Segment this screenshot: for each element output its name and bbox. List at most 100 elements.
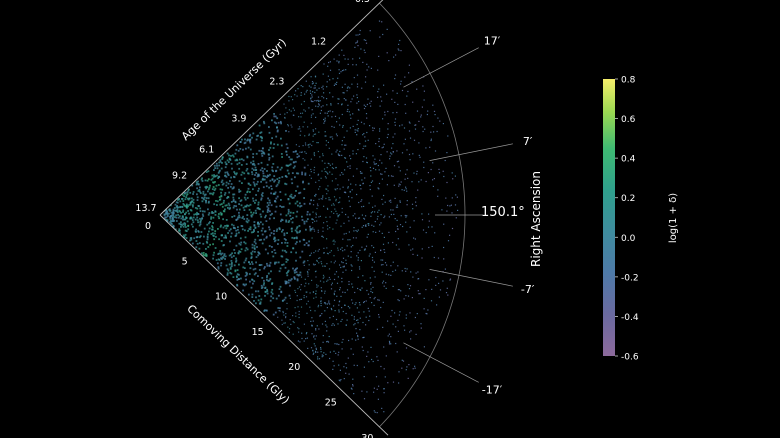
- density-point: [287, 210, 290, 213]
- density-point: [388, 274, 390, 276]
- density-point: [274, 191, 277, 194]
- density-point: [358, 217, 361, 219]
- density-point: [340, 266, 342, 269]
- density-point: [275, 230, 278, 232]
- density-point: [315, 193, 317, 195]
- density-point: [335, 200, 337, 202]
- density-point: [205, 240, 208, 243]
- density-point: [356, 97, 358, 99]
- density-point: [358, 302, 361, 304]
- density-point: [330, 104, 332, 106]
- density-point: [346, 87, 349, 89]
- density-point: [285, 130, 287, 132]
- density-point: [295, 90, 297, 92]
- density-point: [272, 147, 275, 149]
- density-point: [356, 83, 359, 85]
- density-point: [298, 286, 301, 288]
- density-point: [202, 253, 205, 256]
- density-point: [243, 267, 246, 269]
- density-point: [327, 141, 329, 143]
- density-point: [334, 260, 336, 262]
- density-point: [215, 200, 217, 202]
- density-point: [319, 257, 321, 259]
- density-point: [401, 124, 403, 126]
- density-point: [400, 50, 402, 52]
- density-point: [443, 175, 445, 178]
- density-point: [284, 241, 287, 244]
- density-point: [427, 172, 429, 174]
- density-point: [266, 262, 268, 265]
- density-point: [254, 238, 257, 241]
- density-point: [314, 310, 316, 312]
- density-point: [297, 88, 299, 90]
- density-point: [264, 294, 266, 297]
- density-point: [253, 164, 256, 167]
- density-point: [422, 130, 424, 133]
- density-point: [201, 177, 203, 180]
- density-point: [318, 179, 320, 182]
- density-point: [253, 224, 256, 227]
- density-point: [224, 236, 227, 238]
- density-point: [363, 123, 365, 125]
- density-point: [451, 227, 454, 230]
- density-point: [202, 210, 204, 213]
- density-point: [333, 84, 335, 86]
- density-point: [320, 106, 322, 108]
- density-point: [266, 279, 268, 281]
- density-point: [385, 355, 387, 357]
- density-point: [357, 108, 360, 111]
- distance-tick-label: 25: [325, 398, 337, 409]
- density-point: [363, 218, 366, 220]
- density-point: [355, 42, 357, 44]
- density-point: [295, 144, 297, 146]
- density-point: [363, 217, 365, 219]
- density-point: [314, 195, 316, 197]
- density-point: [420, 327, 422, 329]
- density-point: [207, 233, 209, 236]
- density-point: [257, 173, 260, 176]
- density-point: [269, 210, 271, 213]
- density-point: [263, 178, 266, 181]
- density-point: [315, 293, 317, 295]
- density-point: [251, 293, 254, 296]
- density-point: [254, 267, 257, 270]
- density-point: [211, 188, 214, 190]
- density-point: [296, 172, 298, 175]
- density-point: [365, 105, 367, 107]
- density-point: [384, 251, 386, 253]
- density-point: [314, 91, 316, 94]
- density-point: [187, 228, 190, 231]
- density-point: [268, 226, 270, 229]
- density-point: [253, 178, 256, 180]
- density-point: [286, 259, 289, 261]
- density-point: [318, 248, 320, 251]
- density-point: [346, 319, 348, 321]
- density-point: [385, 273, 387, 275]
- density-point: [264, 175, 267, 178]
- density-point: [346, 245, 348, 247]
- density-point: [217, 266, 220, 268]
- density-point: [409, 312, 411, 314]
- density-point: [191, 184, 194, 187]
- density-point: [268, 264, 271, 267]
- density-point: [411, 81, 413, 83]
- density-point: [219, 188, 222, 191]
- density-point: [227, 196, 230, 199]
- density-point: [194, 230, 197, 233]
- density-point: [366, 63, 368, 65]
- density-point: [386, 151, 388, 153]
- density-point: [290, 96, 292, 98]
- density-point: [255, 199, 257, 202]
- density-point: [438, 168, 440, 170]
- density-point: [449, 205, 451, 207]
- density-point: [302, 126, 304, 128]
- density-point: [192, 216, 195, 219]
- density-point: [296, 299, 298, 302]
- density-point: [386, 93, 388, 95]
- density-point: [202, 190, 205, 193]
- density-point: [247, 230, 249, 232]
- density-point: [368, 310, 370, 312]
- density-point: [230, 272, 233, 275]
- density-point: [379, 36, 381, 38]
- density-point: [218, 164, 220, 167]
